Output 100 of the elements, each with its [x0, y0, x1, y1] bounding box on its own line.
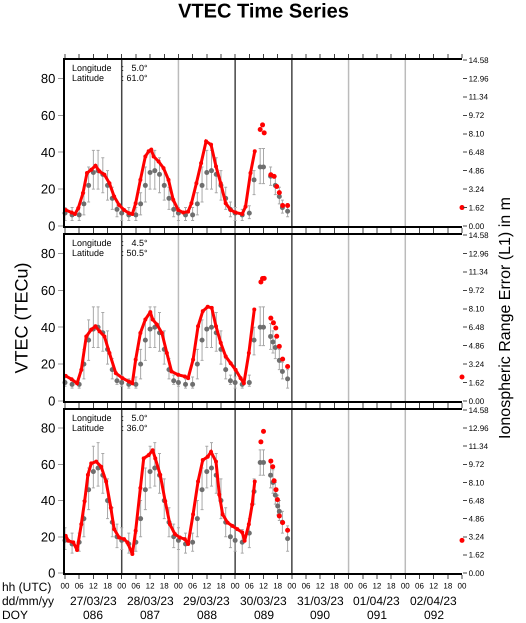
y2-tick-label: 4.86 [468, 341, 485, 350]
y2-axis-title: Ionospheric Range Error (L1) in m [496, 197, 514, 439]
y-tick-label: 0 [48, 394, 56, 409]
annotation: Latitude : 36.0° [72, 423, 148, 433]
y2-tick-label: 8.10 [468, 304, 485, 314]
y2-tick-label: 12.96 [468, 424, 490, 433]
y2-tick-label: 3.24 [468, 184, 485, 194]
x-tick-label: 06 [74, 582, 84, 591]
y-tick-label: 80 [40, 246, 56, 261]
x-tick-label: 18 [443, 582, 453, 591]
y-axis-title: VTEC (TECu) [12, 262, 32, 374]
y2-tick-label: 0.00 [468, 396, 485, 406]
text: 27/03/23 [70, 594, 118, 608]
x-tick-label: 12 [202, 582, 212, 591]
x-tick-label: 18 [330, 582, 340, 591]
text: 088 [197, 608, 218, 622]
x-tick-label: 12 [259, 582, 268, 591]
y2-tick-label: 4.86 [468, 514, 485, 524]
y2-tick-label: 8.10 [468, 130, 485, 139]
text: dd/mm/yy [2, 594, 54, 608]
x-tick-label: 06 [302, 582, 312, 591]
y2-tick-label: 9.72 [468, 460, 485, 470]
y-tick-label: 20 [40, 182, 56, 197]
x-tick-label: 12 [429, 582, 439, 591]
x-tick-label: 00 [174, 582, 184, 591]
y-tick-label: 20 [40, 529, 56, 544]
x-tick-label: 06 [244, 582, 254, 591]
y-tick-label: 40 [40, 493, 56, 508]
y-tick-label: 0 [48, 566, 56, 581]
y-tick-label: 20 [40, 356, 56, 372]
y2-tick-label: 1.62 [468, 550, 485, 560]
annotation: Longitude : 5.0° [72, 63, 148, 73]
y2-tick-label: 12.96 [468, 74, 490, 84]
y2-tick-label: 6.48 [468, 148, 485, 158]
y2-tick-label: 6.48 [468, 496, 485, 506]
text: 091 [367, 608, 388, 622]
y2-tick-label: 0.00 [468, 222, 485, 231]
y2-tick-label: 4.86 [468, 166, 485, 176]
y-tick-label: 40 [40, 144, 56, 160]
y2-tick-label: 14.58 [468, 406, 490, 415]
x-tick-label: 12 [316, 582, 326, 591]
y2-tick-label: 0.00 [468, 568, 485, 578]
chart-title: VTEC Time Series [178, 0, 349, 23]
text: 31/03/23 [297, 594, 344, 608]
x-tick-label: 06 [358, 582, 368, 591]
x-tick-label: 06 [131, 582, 141, 591]
y2-tick-label: 14.58 [468, 230, 490, 240]
x-tick-label: 18 [216, 582, 226, 591]
y2-tick-label: 8.10 [468, 478, 485, 488]
text: 29/03/23 [183, 594, 230, 608]
y-tick-label: 60 [40, 282, 56, 298]
y-tick-label: 60 [40, 108, 56, 123]
text: 28/03/23 [127, 594, 174, 608]
annotation: Longitude : 5.0° [72, 413, 148, 423]
y2-tick-label: 3.24 [468, 532, 485, 542]
x-tick-label: 12 [88, 582, 98, 591]
text: 086 [83, 608, 104, 622]
x-tick-label: 00 [230, 582, 240, 591]
text: 01/04/23 [353, 594, 400, 608]
text: hh (UTC) [2, 580, 52, 594]
x-tick-label: 18 [103, 582, 113, 591]
y2-tick-label: 12.96 [468, 249, 490, 258]
text: 02/04/23 [410, 594, 458, 608]
x-tick-label: 00 [287, 582, 297, 591]
y2-tick-label: 11.34 [468, 442, 489, 452]
y2-tick-label: 11.34 [468, 268, 489, 277]
text: 090 [310, 608, 330, 622]
y2-tick-label: 3.24 [468, 360, 485, 369]
y2-tick-label: 9.72 [468, 286, 485, 296]
y2-tick-label: 1.62 [468, 203, 485, 212]
text: 092 [424, 608, 444, 622]
x-tick-label: 00 [458, 582, 467, 591]
y2-tick-label: 1.62 [468, 378, 485, 388]
x-tick-label: 18 [273, 582, 283, 591]
y-tick-label: 60 [40, 456, 56, 472]
y2-tick-label: 6.48 [468, 323, 485, 332]
y-tick-label: 80 [40, 70, 56, 86]
x-tick-label: 00 [344, 582, 354, 591]
y-tick-label: 0 [48, 218, 56, 234]
y2-tick-label: 11.34 [468, 92, 489, 102]
y2-tick-label: 9.72 [468, 111, 485, 120]
text: 087 [140, 608, 160, 622]
y2-tick-label: 14.58 [468, 56, 490, 65]
text: 089 [254, 608, 274, 622]
text: 30/03/23 [240, 594, 288, 608]
x-tick-label: 06 [415, 582, 424, 591]
x-tick-label: 18 [160, 582, 170, 591]
y-tick-label: 80 [40, 420, 56, 436]
x-tick-label: 00 [400, 582, 410, 591]
x-tick-label: 12 [372, 582, 382, 591]
y-tick-label: 40 [40, 320, 56, 335]
annotation: Latitude : 50.5° [72, 248, 148, 258]
x-tick-label: 00 [117, 582, 127, 591]
x-tick-label: 18 [386, 582, 396, 591]
x-tick-label: 00 [60, 582, 70, 591]
text: DOY [2, 608, 28, 622]
annotation: Latitude : 61.0° [72, 73, 148, 83]
x-tick-label: 06 [188, 582, 198, 591]
annotation: Longitude : 4.5° [72, 238, 148, 248]
x-tick-label: 12 [146, 582, 156, 591]
